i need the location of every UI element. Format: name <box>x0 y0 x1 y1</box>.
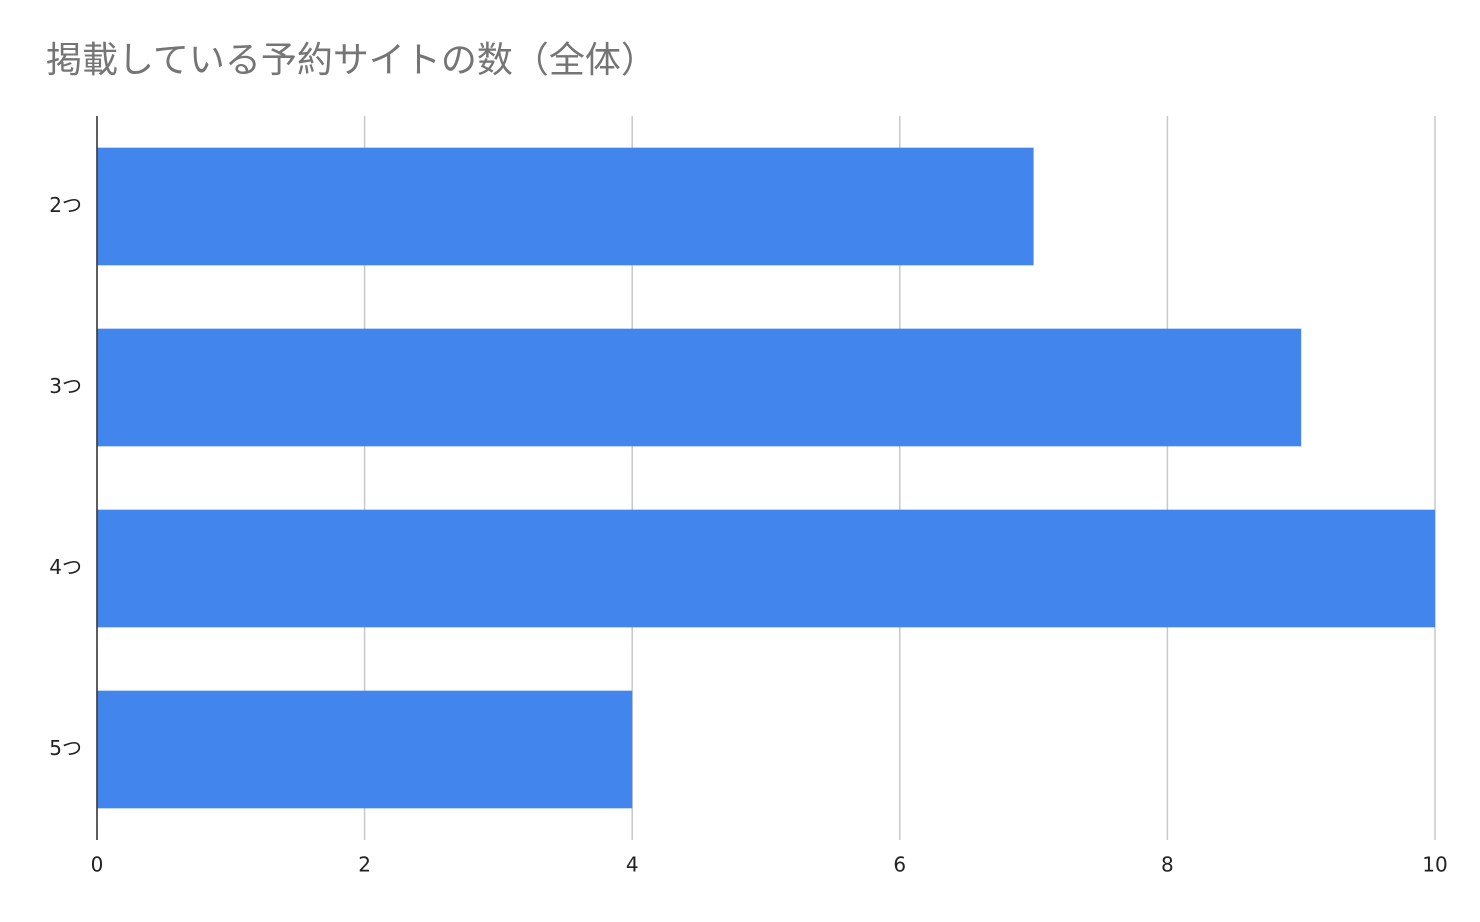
x-tick-label: 10 <box>1422 853 1447 877</box>
bar <box>97 328 1302 447</box>
y-tick-label: 2つ <box>49 193 82 217</box>
x-tick-label: 8 <box>1161 853 1174 877</box>
chart-title: 掲載している予約サイトの数（全体） <box>46 40 657 81</box>
x-tick-label: 6 <box>893 853 906 877</box>
y-tick-label: 4つ <box>49 555 82 579</box>
x-tick-label: 2 <box>358 853 371 877</box>
y-tick-label: 5つ <box>49 736 82 760</box>
bar <box>97 509 1435 628</box>
bar <box>97 147 1034 266</box>
x-tick-label: 4 <box>626 853 639 877</box>
y-tick-label: 3つ <box>49 374 82 398</box>
bar <box>97 690 633 809</box>
x-tick-label: 0 <box>91 853 104 877</box>
